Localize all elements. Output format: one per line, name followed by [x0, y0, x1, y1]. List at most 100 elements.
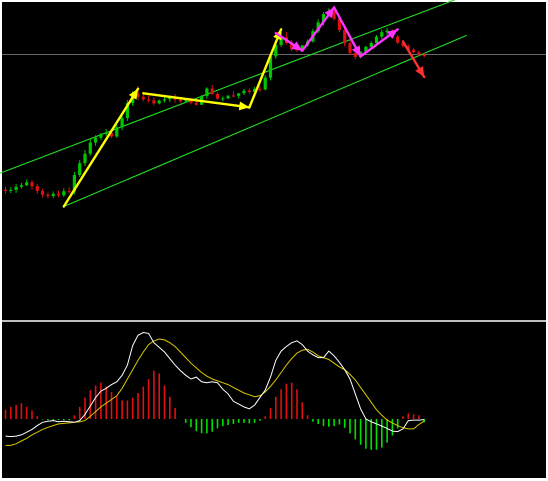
candle — [104, 128, 108, 136]
candle — [263, 75, 267, 91]
trend-arrow-shaft — [62, 87, 140, 208]
candle — [147, 95, 151, 103]
candle — [56, 190, 61, 198]
candle-body — [157, 100, 161, 104]
candle — [417, 50, 421, 56]
candle — [332, 9, 336, 21]
trend-arrow-shaft — [248, 28, 283, 109]
candle-body — [385, 30, 389, 33]
candle-body — [321, 14, 326, 23]
candle-body — [125, 103, 129, 119]
candle-body — [162, 99, 167, 101]
candle-body — [99, 133, 103, 138]
trend-arrow — [62, 87, 140, 208]
trend-arrow — [301, 6, 336, 52]
candle — [83, 149, 87, 167]
candle-body — [141, 96, 145, 100]
candle-body — [46, 194, 50, 196]
candle — [141, 93, 145, 102]
candle-body — [258, 88, 262, 90]
candle — [62, 188, 66, 197]
candle-body — [247, 90, 251, 92]
candle-body — [364, 46, 368, 52]
candle-body — [221, 98, 225, 100]
candle — [152, 97, 156, 106]
macd-line — [5, 331, 425, 438]
candle-body — [253, 88, 257, 92]
candle — [46, 192, 50, 199]
macd-layer — [5, 331, 425, 446]
candle-body — [369, 43, 373, 47]
candle-body — [78, 163, 82, 175]
candle-body — [231, 95, 235, 97]
candle-body — [295, 49, 299, 51]
trend-arrow — [332, 6, 362, 58]
candle-body — [401, 42, 405, 47]
candle-body — [72, 174, 76, 192]
trend-arrow-shaft — [142, 92, 251, 109]
candle-body — [263, 77, 267, 90]
candle — [19, 182, 23, 189]
candle — [94, 135, 98, 146]
candle-body — [412, 49, 416, 53]
candle — [343, 28, 347, 47]
channel-lower-line — [63, 34, 467, 207]
candle-body — [417, 52, 421, 55]
candle — [115, 124, 119, 138]
candle — [231, 91, 235, 98]
candle-body — [268, 56, 273, 78]
candle-body — [332, 11, 336, 19]
arrow-layer — [62, 6, 426, 208]
trend-arrow-head — [324, 7, 335, 19]
candle — [3, 186, 8, 194]
candle — [396, 35, 400, 45]
candle-body — [88, 142, 92, 154]
candle — [412, 48, 416, 54]
candle-body — [300, 45, 304, 51]
trend-arrow-head — [351, 45, 361, 57]
candle — [99, 133, 103, 141]
candle — [157, 99, 161, 105]
candle — [221, 96, 225, 102]
candle-body — [215, 93, 220, 99]
candle — [162, 97, 167, 103]
candle-body — [290, 43, 294, 50]
candle — [120, 115, 124, 131]
candle-body — [396, 36, 400, 43]
candle — [242, 88, 246, 95]
histogram-layer — [4, 370, 426, 450]
candle-body — [14, 186, 18, 190]
trend-arrow — [274, 31, 304, 52]
candle-body — [94, 137, 98, 143]
candle-body — [168, 97, 172, 100]
candle-body — [120, 118, 124, 128]
trend-arrow-head — [291, 41, 303, 51]
trend-arrow-head — [128, 88, 138, 100]
candle-body — [3, 189, 8, 191]
candle — [41, 188, 45, 198]
candle-body — [194, 102, 198, 105]
candle — [9, 187, 13, 194]
candle-body — [109, 133, 114, 137]
candle-body — [316, 22, 320, 32]
candle-body — [35, 186, 39, 191]
candle — [210, 84, 214, 96]
candle — [88, 138, 92, 156]
candle-body — [19, 185, 23, 187]
candle-body — [136, 93, 140, 97]
candle — [290, 40, 294, 52]
candle — [205, 87, 209, 99]
candle-body — [152, 100, 156, 104]
candle — [258, 85, 262, 92]
candle-body — [83, 153, 87, 164]
candle-body — [189, 100, 193, 103]
candle-body — [25, 182, 29, 186]
candle — [348, 40, 352, 56]
candle — [226, 95, 230, 99]
channel-upper-line — [0, 0, 456, 174]
trend-arrow-head — [238, 101, 250, 111]
candle-body — [56, 193, 61, 196]
trend-arrow — [359, 28, 399, 58]
